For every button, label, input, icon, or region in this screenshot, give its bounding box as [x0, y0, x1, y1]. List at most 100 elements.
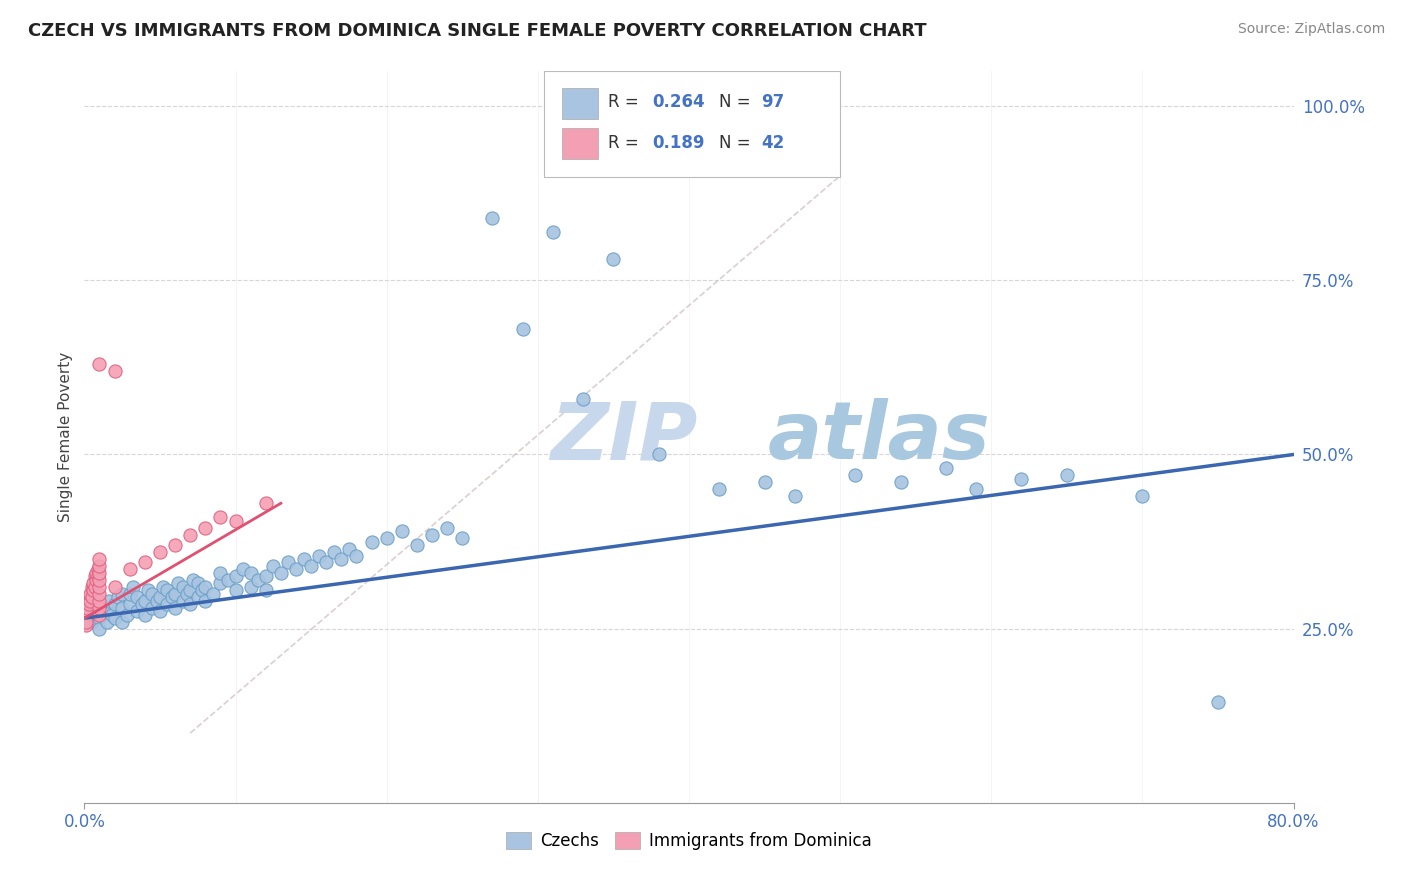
- Point: [239, 566, 262, 580]
- Point: [308, 549, 330, 563]
- Point: [225, 583, 247, 598]
- Point: [75, 607, 97, 622]
- Point: [360, 534, 382, 549]
- Point: [337, 541, 360, 556]
- Point: [1206, 695, 1229, 709]
- Point: [134, 607, 156, 622]
- Point: [89, 587, 111, 601]
- Text: 97: 97: [762, 93, 785, 112]
- Point: [890, 475, 912, 490]
- FancyBboxPatch shape: [562, 88, 599, 119]
- Point: [149, 604, 172, 618]
- Point: [75, 615, 97, 629]
- Point: [89, 622, 111, 636]
- Point: [225, 569, 247, 583]
- Point: [89, 357, 111, 371]
- Point: [89, 600, 111, 615]
- Point: [91, 604, 114, 618]
- Text: R =: R =: [607, 134, 638, 152]
- Point: [436, 521, 458, 535]
- Point: [149, 591, 172, 605]
- Point: [127, 604, 149, 618]
- Point: [217, 573, 239, 587]
- Point: [104, 597, 127, 611]
- Text: N =: N =: [720, 93, 751, 112]
- Point: [541, 225, 564, 239]
- Point: [86, 600, 108, 615]
- Point: [96, 615, 118, 629]
- Point: [1056, 468, 1078, 483]
- Point: [225, 514, 247, 528]
- Point: [80, 607, 103, 622]
- FancyBboxPatch shape: [562, 128, 599, 159]
- Point: [118, 587, 141, 601]
- Point: [254, 583, 277, 598]
- Text: N =: N =: [720, 134, 751, 152]
- Point: [194, 521, 217, 535]
- Point: [232, 562, 254, 576]
- Point: [209, 510, 232, 524]
- Point: [420, 527, 443, 541]
- Point: [285, 562, 308, 576]
- Point: [121, 580, 143, 594]
- Point: [111, 615, 134, 629]
- Point: [572, 392, 595, 406]
- Point: [179, 527, 201, 541]
- Point: [315, 556, 337, 570]
- Point: [89, 552, 111, 566]
- Text: 42: 42: [762, 134, 785, 152]
- Y-axis label: Single Female Poverty: Single Female Poverty: [58, 352, 73, 522]
- Point: [375, 531, 398, 545]
- Text: atlas: atlas: [768, 398, 990, 476]
- Point: [270, 566, 292, 580]
- Point: [254, 496, 277, 510]
- Point: [89, 607, 111, 622]
- Point: [277, 556, 299, 570]
- Point: [754, 475, 776, 490]
- Point: [292, 552, 315, 566]
- Point: [844, 468, 866, 483]
- Point: [76, 594, 98, 608]
- Point: [209, 566, 232, 580]
- Point: [127, 591, 149, 605]
- Point: [134, 556, 156, 570]
- Point: [322, 545, 344, 559]
- Point: [77, 591, 100, 605]
- Point: [86, 573, 108, 587]
- Point: [1011, 472, 1033, 486]
- Point: [89, 594, 111, 608]
- Point: [165, 538, 187, 552]
- Text: Source: ZipAtlas.com: Source: ZipAtlas.com: [1237, 22, 1385, 37]
- Point: [648, 448, 671, 462]
- Point: [209, 576, 232, 591]
- Point: [172, 580, 194, 594]
- Point: [165, 587, 187, 601]
- Point: [239, 580, 262, 594]
- Point: [79, 587, 101, 601]
- Point: [111, 587, 134, 601]
- Point: [131, 597, 153, 611]
- Point: [89, 611, 111, 625]
- Point: [118, 562, 141, 576]
- Point: [391, 524, 413, 538]
- Point: [87, 569, 110, 583]
- Point: [134, 594, 156, 608]
- Point: [247, 573, 270, 587]
- Point: [187, 591, 209, 605]
- Point: [346, 549, 368, 563]
- Point: [82, 576, 104, 591]
- Point: [451, 531, 474, 545]
- Point: [80, 615, 103, 629]
- Point: [141, 587, 163, 601]
- Point: [165, 600, 187, 615]
- Point: [179, 597, 201, 611]
- Point: [194, 594, 217, 608]
- Point: [149, 545, 172, 559]
- Point: [96, 600, 118, 615]
- Point: [181, 573, 204, 587]
- Point: [89, 566, 111, 580]
- Point: [201, 587, 224, 601]
- Point: [86, 566, 108, 580]
- Point: [481, 211, 503, 225]
- Point: [76, 600, 98, 615]
